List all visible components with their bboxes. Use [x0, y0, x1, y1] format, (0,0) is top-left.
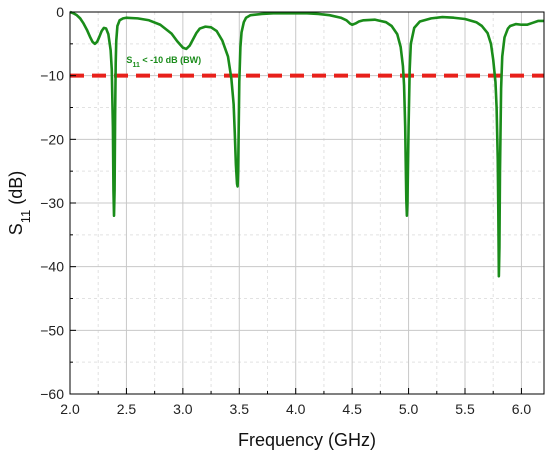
- threshold-annotation: S11 < -10 dB (BW): [126, 55, 201, 69]
- series-group: [69, 10, 544, 278]
- annotation-subscript: 11: [132, 61, 140, 68]
- y-tick-label: −30: [40, 195, 64, 211]
- annotation-rest: < -10 dB (BW): [140, 55, 201, 65]
- x-tick-label: 4.0: [286, 401, 306, 417]
- x-tick-label: 2.0: [60, 401, 80, 417]
- y-axis-title-main: S: [6, 223, 26, 235]
- y-tick-label: −20: [40, 131, 64, 147]
- x-axis-title: Frequency (GHz): [238, 430, 376, 450]
- x-tick-label: 3.0: [173, 401, 193, 417]
- y-tick-label: −60: [40, 386, 64, 402]
- s11-series-line: [69, 10, 544, 278]
- x-tick-label: 5.5: [455, 401, 475, 417]
- x-tick-label: 4.5: [342, 401, 362, 417]
- ticks: [69, 11, 522, 395]
- grid: [69, 11, 544, 395]
- y-axis-title: S11 (dB): [6, 171, 33, 236]
- y-axis-title-subscript: 11: [18, 210, 33, 224]
- y-tick-label: 0: [56, 4, 64, 20]
- y-tick-label: −40: [40, 259, 64, 275]
- annotation-main: S: [126, 55, 132, 65]
- y-tick-label: −10: [40, 68, 64, 84]
- x-tick-label: 5.0: [399, 401, 419, 417]
- y-tick-label: −50: [40, 322, 64, 338]
- tick-labels: 2.0 2.5 3.0 3.5 4.0 4.5 5.0 5.5 6.0 0 −10 −20 −30 −40…: [40, 4, 531, 417]
- x-tick-label: 2.5: [117, 401, 137, 417]
- x-tick-label: 6.0: [512, 401, 532, 417]
- y-axis-title-unit: (dB): [6, 171, 26, 210]
- x-tick-label: 3.5: [230, 401, 250, 417]
